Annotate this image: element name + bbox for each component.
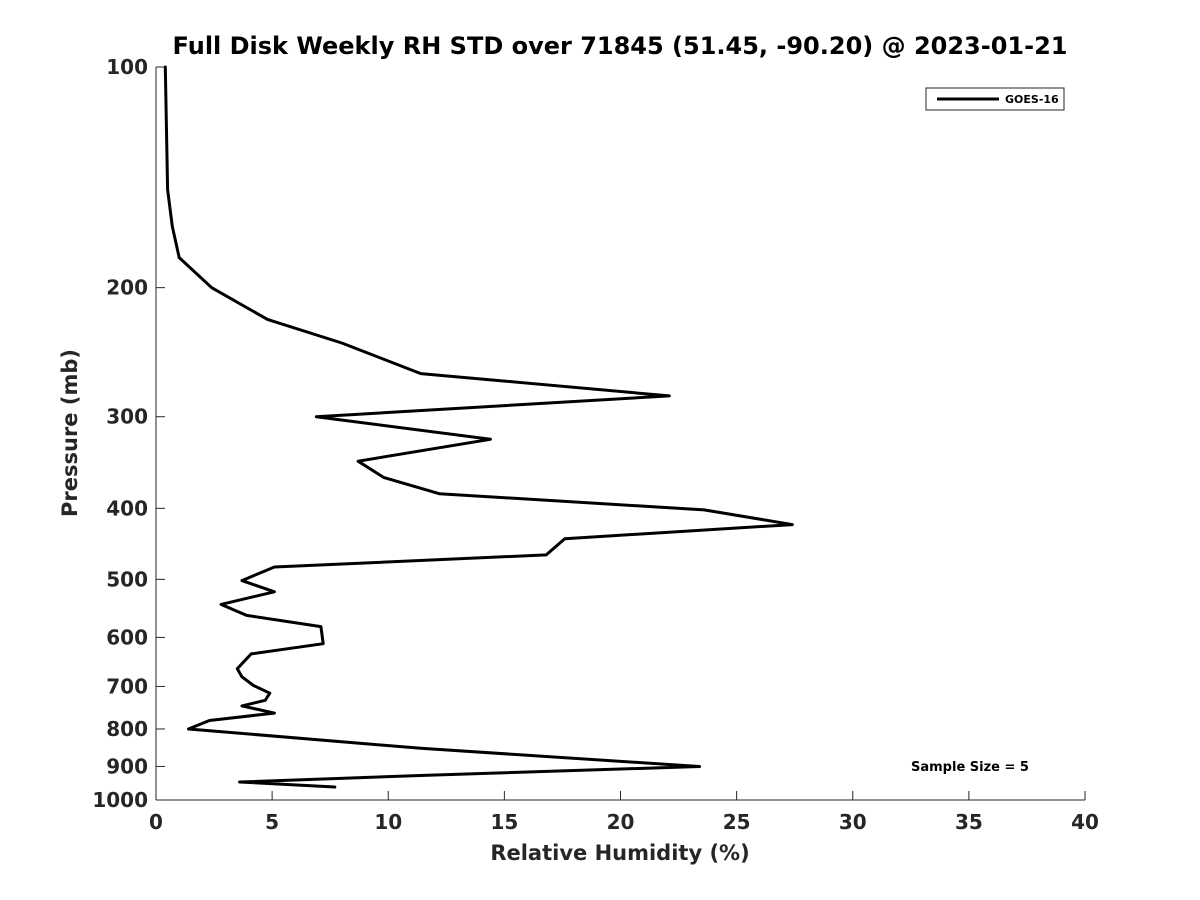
series-line-goes-16 bbox=[163, 65, 794, 789]
legend-label-goes-16: GOES-16 bbox=[1005, 93, 1059, 106]
y-tick-label: 400 bbox=[106, 496, 148, 520]
chart-title: Full Disk Weekly RH STD over 71845 (51.4… bbox=[173, 32, 1068, 60]
x-axis-ticks: 0 5 10 15 20 25 30 35 40 bbox=[149, 791, 1099, 834]
x-tick-label: 15 bbox=[490, 810, 518, 834]
sample-size-annotation: Sample Size = 5 bbox=[911, 760, 1029, 775]
y-axis-label: Pressure (mb) bbox=[58, 349, 82, 517]
y-tick-label: 800 bbox=[106, 717, 148, 741]
x-tick-label: 25 bbox=[723, 810, 751, 834]
x-tick-label: 0 bbox=[149, 810, 163, 834]
x-tick-label: 35 bbox=[955, 810, 983, 834]
legend: GOES-16 bbox=[925, 87, 1065, 111]
x-tick-label: 10 bbox=[374, 810, 402, 834]
y-tick-label: 900 bbox=[106, 754, 148, 778]
y-tick-label: 500 bbox=[106, 567, 148, 591]
y-tick-label: 1000 bbox=[92, 788, 148, 812]
x-tick-label: 5 bbox=[265, 810, 279, 834]
y-tick-label: 300 bbox=[106, 405, 148, 429]
x-axis-label: Relative Humidity (%) bbox=[490, 841, 749, 865]
series-group bbox=[163, 65, 794, 789]
x-tick-label: 30 bbox=[839, 810, 867, 834]
y-tick-label: 200 bbox=[106, 276, 148, 300]
y-tick-label: 600 bbox=[106, 625, 148, 649]
y-tick-label: 700 bbox=[106, 674, 148, 698]
y-axis-ticks: 100 200 300 400 500 600 700 800 900 1000 bbox=[92, 55, 165, 812]
y-tick-label: 100 bbox=[106, 55, 148, 79]
x-tick-label: 40 bbox=[1071, 810, 1099, 834]
x-tick-label: 20 bbox=[607, 810, 635, 834]
